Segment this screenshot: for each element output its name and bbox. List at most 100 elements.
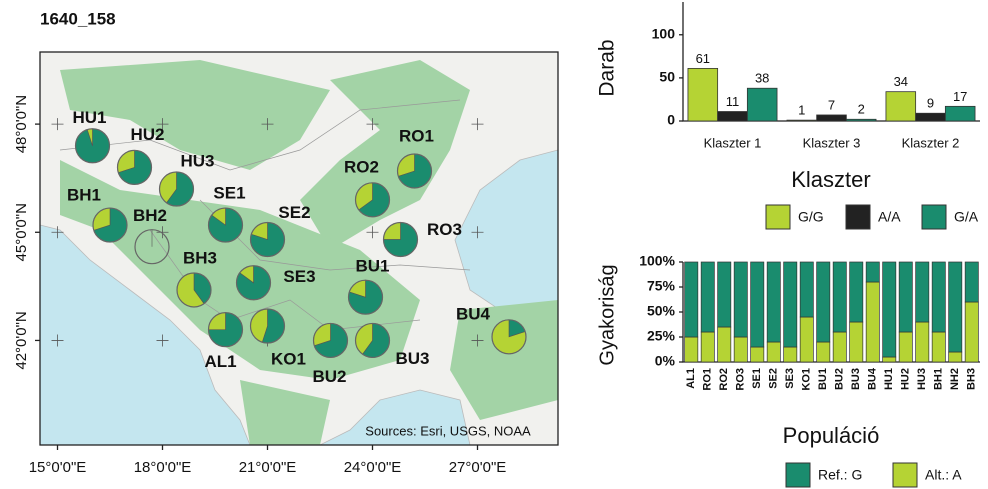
bar-segment — [751, 347, 764, 362]
x-tick-label: BU1 — [817, 368, 829, 390]
pie — [76, 129, 110, 163]
bar-segment — [685, 262, 698, 337]
value-label: 38 — [755, 71, 769, 86]
bar-segment — [932, 332, 945, 362]
bar — [747, 88, 777, 121]
x-tick-label: 15°0'0"E — [29, 459, 87, 476]
y-tick-label: 0% — [655, 353, 676, 369]
y-tick-label: 100 — [652, 25, 676, 41]
pie-label: BU1 — [355, 257, 389, 276]
pie-label: HU3 — [180, 151, 214, 170]
pie — [398, 154, 432, 188]
y-tick-label: 75% — [647, 278, 676, 294]
bar — [916, 113, 946, 121]
bar — [787, 120, 817, 121]
x-tick-label: 21°0'0"E — [239, 459, 297, 476]
value-label: 61 — [696, 51, 710, 66]
bar-segment — [734, 262, 747, 337]
x-tick-label: BU3 — [850, 368, 862, 390]
x-tick-label: NH2 — [949, 368, 961, 390]
bar-segment — [767, 342, 780, 362]
value-label: 9 — [927, 96, 934, 111]
bar-segment — [685, 337, 698, 362]
bar-segment — [932, 262, 945, 332]
pie-label: RO1 — [399, 126, 434, 145]
y-tick-label: 50 — [659, 69, 675, 85]
bar-segment — [833, 332, 846, 362]
x-tick-label: HU2 — [900, 368, 912, 390]
x-tick-label: AL1 — [685, 368, 697, 389]
bar-segment — [817, 262, 830, 342]
bar-segment — [767, 262, 780, 342]
basemap — [40, 52, 558, 445]
page: {"chart_data": [ {"type": "pie-map", "ti… — [0, 0, 988, 489]
value-label: 7 — [828, 97, 835, 112]
y-tick-label: 50% — [647, 303, 676, 319]
pie — [237, 266, 271, 300]
x-tick-label: BH3 — [966, 368, 978, 390]
pie-label: SE1 — [213, 184, 245, 203]
bar — [846, 119, 876, 121]
bar — [886, 92, 916, 121]
x-tick-label: SE3 — [784, 368, 796, 389]
pie-label: HU1 — [72, 108, 106, 127]
pie-label: AL1 — [204, 352, 236, 371]
bar-segment — [883, 357, 896, 362]
bar-segment — [701, 332, 714, 362]
bar — [718, 112, 748, 121]
bar — [945, 106, 975, 121]
x-tick-label: Klaszter 2 — [902, 135, 960, 150]
bar-segment — [916, 322, 929, 362]
pie — [117, 150, 151, 184]
bar-segment — [800, 317, 813, 362]
x-tick-label: BU4 — [867, 367, 879, 390]
pie-label: BU4 — [456, 304, 491, 323]
pie-label: RO3 — [427, 220, 462, 239]
bar-segment — [899, 332, 912, 362]
value-label: 11 — [726, 94, 740, 109]
value-label: 1 — [798, 103, 805, 118]
legend-label: G/G — [798, 209, 824, 225]
legend-label: Ref.: G — [818, 467, 862, 483]
x-tick-label: HU3 — [916, 368, 928, 390]
bar-segment — [718, 262, 731, 327]
y-tick-label: 100% — [639, 253, 675, 269]
x-tick-label: RO1 — [702, 368, 714, 391]
bar — [817, 115, 847, 121]
bar-segment — [916, 262, 929, 322]
pie — [384, 222, 418, 256]
bar-segment — [784, 347, 797, 362]
x-tick-label: HU1 — [883, 368, 895, 390]
bar-segment — [784, 262, 797, 347]
pie — [492, 320, 526, 354]
bar-segment — [883, 262, 896, 357]
pie — [208, 208, 242, 242]
pie-label: HU2 — [130, 125, 164, 144]
pie-label: BU2 — [312, 367, 346, 386]
pie-label: BH3 — [183, 248, 217, 267]
bar-segment — [866, 262, 879, 282]
pie-label: BU3 — [395, 349, 429, 368]
value-label: 2 — [858, 102, 865, 117]
pie — [250, 309, 284, 343]
y-tick-label: 25% — [647, 328, 676, 344]
x-tick-label: Klaszter 3 — [803, 135, 861, 150]
x-axis-label: Populáció — [783, 423, 880, 448]
bar-segment — [734, 337, 747, 362]
bar — [688, 68, 718, 121]
pie-label: SE3 — [283, 267, 315, 286]
y-tick-label: 0 — [667, 112, 675, 128]
pie — [348, 280, 382, 314]
bar-segment — [850, 322, 863, 362]
x-tick-label: BU2 — [834, 368, 846, 390]
pie-label: SE2 — [278, 203, 310, 222]
pie-label: BH1 — [67, 186, 101, 205]
bar-segment — [833, 262, 846, 332]
bar-segment — [949, 262, 962, 352]
x-tick-label: 27°0'0"E — [449, 459, 507, 476]
bar-segment — [965, 302, 978, 362]
x-tick-label: RO3 — [735, 368, 747, 391]
legend-label: Alt.: A — [925, 467, 962, 483]
y-tick-label: 45°0'0"N — [13, 203, 30, 261]
legend-swatch — [786, 463, 810, 487]
